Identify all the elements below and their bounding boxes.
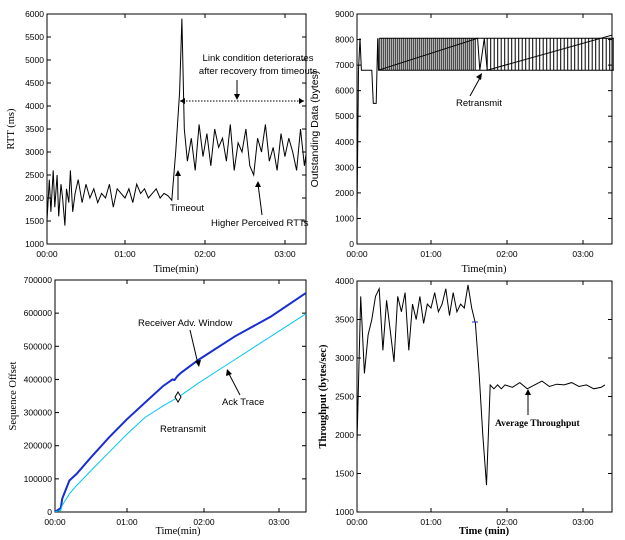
y-axis-label: Throughput (bytes/sec) [318, 344, 329, 448]
y-tick-label: 6000 [335, 86, 354, 96]
series-line-1 [357, 34, 612, 214]
arrow-head [299, 98, 304, 104]
y-tick-label: 500000 [24, 341, 53, 351]
y-tick-label: 1500 [25, 216, 44, 226]
x-tick-label: 02:00 [496, 249, 518, 259]
plot-frame [356, 280, 613, 513]
x-tick-label: 01:00 [114, 249, 136, 259]
y-tick-label: 4000 [335, 137, 354, 147]
plot-frame [54, 279, 307, 513]
y-tick-label: 400000 [24, 374, 53, 384]
y-tick-label: 9000 [335, 9, 354, 19]
x-tick-label: 02:00 [496, 517, 518, 527]
x-axis-label: Time (min) [459, 526, 510, 537]
annotation-text: Retransmit [456, 98, 502, 109]
y-tick-label: 0 [47, 507, 52, 517]
y-tick-label: 2000 [25, 193, 44, 203]
x-tick-label: 03:00 [268, 517, 290, 527]
annotation-text: Link condition deteriorates [203, 53, 314, 64]
arrow-head [180, 98, 185, 104]
annotation-text: Average Throughput [495, 419, 581, 429]
y-tick-label: 600000 [24, 308, 53, 318]
y-axis-label: Outstanding Data (bytes) [309, 71, 321, 188]
y-tick-label: 4500 [25, 78, 44, 88]
y-tick-label: 4000 [335, 276, 354, 286]
series-line-2 [55, 313, 306, 512]
x-tick-label: 02:00 [193, 517, 215, 527]
y-axis-label: Sequence Offset [8, 361, 19, 430]
chart-panel-4: 1000 1500 2000 2500 3000 3500 4000 00:00 01:00 02… [318, 276, 613, 537]
y-tick-label: 4000 [25, 101, 44, 111]
x-tick-label: 01:00 [116, 517, 138, 527]
y-tick-label: 1000 [335, 213, 354, 223]
y-tick-label: 5000 [335, 111, 354, 121]
annotation-arrow [469, 75, 482, 97]
y-tick-label: 3000 [335, 353, 354, 363]
annotation-arrow [189, 329, 199, 365]
y-tick-label: 1000 [335, 507, 354, 517]
series-line-1 [47, 18, 306, 226]
y-axis-label: RTT (ms) [6, 108, 17, 149]
annotation-text: after recovery from timeouts [199, 66, 318, 77]
series-line-1 [357, 284, 606, 486]
y-tick-label: 1000 [25, 239, 44, 249]
arrow-head [175, 170, 181, 176]
chart-panel-2: 0 1000 2000 3000 4000 5000 6000 7000 8000 9000 00:… [309, 9, 614, 275]
arrow-head [226, 369, 232, 376]
annotation-arrow [257, 183, 263, 216]
retransmit-marker [174, 391, 182, 403]
series-dense-oscillation [378, 38, 614, 71]
y-tick-label: 3000 [25, 147, 44, 157]
y-tick-label: 3500 [335, 315, 354, 325]
y-tick-label: 5000 [25, 55, 44, 65]
series-line-1 [55, 291, 306, 512]
plot-frame [356, 13, 613, 245]
annotation-text: Timeout [170, 203, 204, 214]
x-tick-label: 01:00 [420, 249, 442, 259]
y-tick-label: 3000 [335, 162, 354, 172]
arrow-head [234, 94, 240, 100]
y-tick-label: 100000 [24, 474, 53, 484]
y-tick-label: 6000 [25, 9, 44, 19]
x-tick-label: 03:00 [572, 517, 594, 527]
y-tick-label: 2500 [335, 392, 354, 402]
y-tick-label: 2000 [335, 430, 354, 440]
y-tick-label: 8000 [335, 35, 354, 45]
annotation-arrow [227, 371, 241, 396]
chart-panel-3: 0 100000 200000 300000 400000 500000 600000 700… [8, 275, 307, 537]
x-tick-label: 00:00 [44, 517, 66, 527]
x-tick-label: 00:00 [346, 517, 368, 527]
x-tick-label: 00:00 [346, 249, 368, 259]
y-tick-label: 200000 [24, 441, 53, 451]
x-tick-label: 01:00 [420, 517, 442, 527]
annotation-text: Higher Perceived RTTs [211, 218, 309, 229]
arrow-head [525, 389, 531, 395]
y-tick-label: 700000 [24, 275, 53, 285]
annotation-text: Ack Trace [222, 397, 264, 408]
y-tick-label: 2500 [25, 170, 44, 180]
arrow-head [476, 73, 482, 80]
arrow-head [195, 360, 201, 367]
x-tick-label: 00:00 [36, 249, 58, 259]
y-tick-label: 0 [349, 239, 354, 249]
y-tick-label: 3500 [25, 124, 44, 134]
x-tick-label: 02:00 [194, 249, 216, 259]
annotation-text: Retransmit [160, 424, 206, 435]
x-axis-label: Time(min) [153, 264, 199, 275]
y-tick-label: 2000 [335, 188, 354, 198]
x-tick-label: 03:00 [274, 249, 296, 259]
x-axis-label: Time(min) [155, 526, 201, 537]
x-axis-label: Time(min) [461, 264, 507, 275]
arrow-head [255, 181, 261, 187]
y-tick-label: 5500 [25, 32, 44, 42]
y-tick-label: 300000 [24, 408, 53, 418]
x-tick-label: 03:00 [572, 249, 594, 259]
y-tick-label: 7000 [335, 60, 354, 70]
y-tick-label: 1500 [335, 469, 354, 479]
chart-panel-1: 1000 1500 2000 2500 3000 3500 4000 4500 5000 5500… [6, 9, 317, 275]
annotation-text: Receiver Adv. Window [138, 318, 232, 329]
